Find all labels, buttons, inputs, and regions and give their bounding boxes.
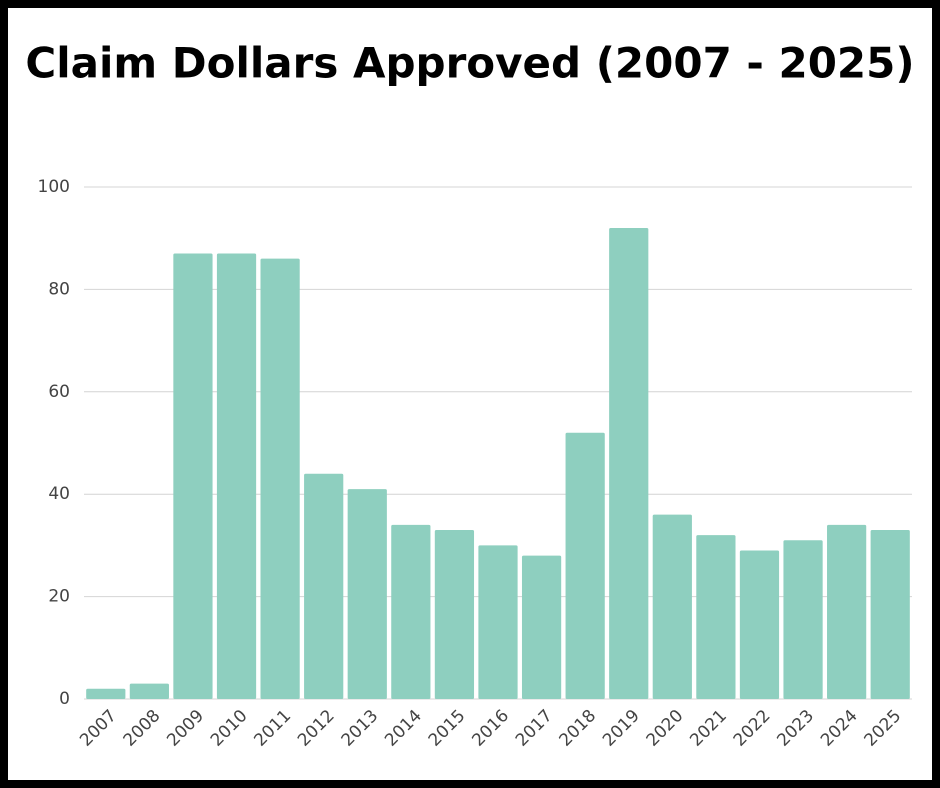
bar <box>652 514 692 699</box>
y-tick-label: 60 <box>48 382 70 402</box>
bar <box>870 530 910 699</box>
bar <box>783 540 823 699</box>
bar <box>304 473 344 699</box>
bar <box>129 683 169 699</box>
y-tick-label: 80 <box>48 279 70 299</box>
bar <box>739 550 780 699</box>
bar <box>521 555 562 699</box>
bar <box>434 530 475 699</box>
y-tick-label: 40 <box>48 484 70 504</box>
y-tick-label: 0 <box>59 689 70 709</box>
bar <box>86 688 126 699</box>
bar <box>565 432 605 699</box>
y-tick-label: 100 <box>38 177 70 197</box>
bar <box>216 253 257 699</box>
chart-title: Claim Dollars Approved (2007 - 2025) <box>25 39 914 88</box>
bar <box>696 535 736 699</box>
bar <box>173 253 213 699</box>
bar <box>260 258 300 699</box>
bar <box>609 227 649 699</box>
bar <box>391 524 431 699</box>
bar <box>347 489 387 699</box>
y-tick-label: 20 <box>48 587 70 607</box>
bar <box>478 545 518 699</box>
bar <box>827 524 867 699</box>
